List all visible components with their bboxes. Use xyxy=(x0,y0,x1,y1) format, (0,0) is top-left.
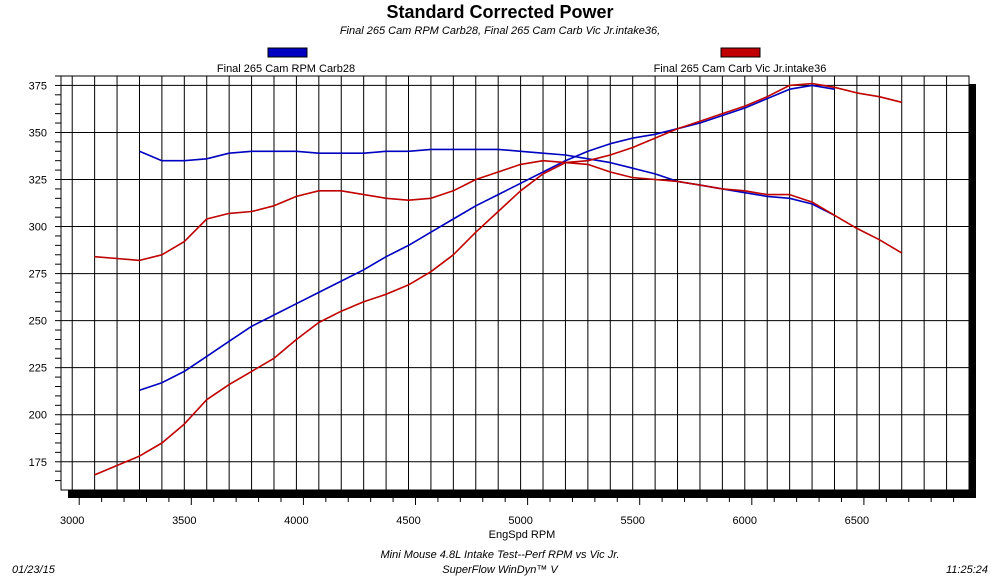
x-axis-label: EngSpd RPM xyxy=(489,529,556,541)
series-line-vic-jr-intake36-torque xyxy=(94,159,903,262)
y-tick-label: 250 xyxy=(29,316,47,328)
x-tick-label: 6000 xyxy=(733,515,757,527)
y-tick-label: 375 xyxy=(29,80,47,92)
legend-label-blue: Final 265 Cam RPM Carb28 xyxy=(217,63,355,75)
x-tick-labels: 3000 3500 4000 4500 5000 5500 6000 6500 xyxy=(60,498,955,527)
y-tick-label: 200 xyxy=(29,410,47,422)
chart-subtitle: Final 265 Cam RPM Carb28, Final 265 Cam … xyxy=(340,25,660,37)
plot-area xyxy=(60,75,970,491)
footer-test-name: Mini Mouse 4.8L Intake Test--Perf RPM vs… xyxy=(380,549,619,561)
footer-software: SuperFlow WinDyn™ V xyxy=(442,564,559,576)
vertical-grid xyxy=(71,76,948,490)
y-tick-label: 275 xyxy=(29,269,47,281)
x-tick-label: 3500 xyxy=(172,515,196,527)
footer-time: 11:25:24 xyxy=(946,564,988,576)
x-tick-label: 3000 xyxy=(60,515,84,527)
chart-title: Standard Corrected Power xyxy=(386,2,613,22)
y-tick-label: 325 xyxy=(29,175,47,187)
horizontal-grid xyxy=(61,84,969,463)
y-tick-label: 225 xyxy=(29,363,47,375)
x-tick-label: 4000 xyxy=(284,515,308,527)
legend-label-red: Final 265 Cam Carb Vic Jr.intake36 xyxy=(654,63,827,75)
footer-date: 01/23/15 xyxy=(12,564,56,576)
x-tick-label: 6500 xyxy=(845,515,869,527)
y-tick-label: 175 xyxy=(29,457,47,469)
x-tick-label: 5500 xyxy=(620,515,644,527)
series-line-rpm-carb28-power xyxy=(139,84,835,392)
x-tick-label: 4500 xyxy=(396,515,420,527)
series-layer xyxy=(94,82,903,476)
x-tick-label: 5000 xyxy=(508,515,532,527)
y-tick-label: 300 xyxy=(29,222,47,234)
y-tick-label: 350 xyxy=(29,127,47,139)
legend-swatch-red xyxy=(720,47,761,58)
series-line-vic-jr-intake36-power xyxy=(94,82,902,476)
y-tick-labels: 175 200 225 250 275 300 325 350 375 xyxy=(29,75,61,482)
legend-swatch-blue xyxy=(267,47,308,58)
legend: Final 265 Cam RPM Carb28 Final 265 Cam C… xyxy=(217,47,827,75)
